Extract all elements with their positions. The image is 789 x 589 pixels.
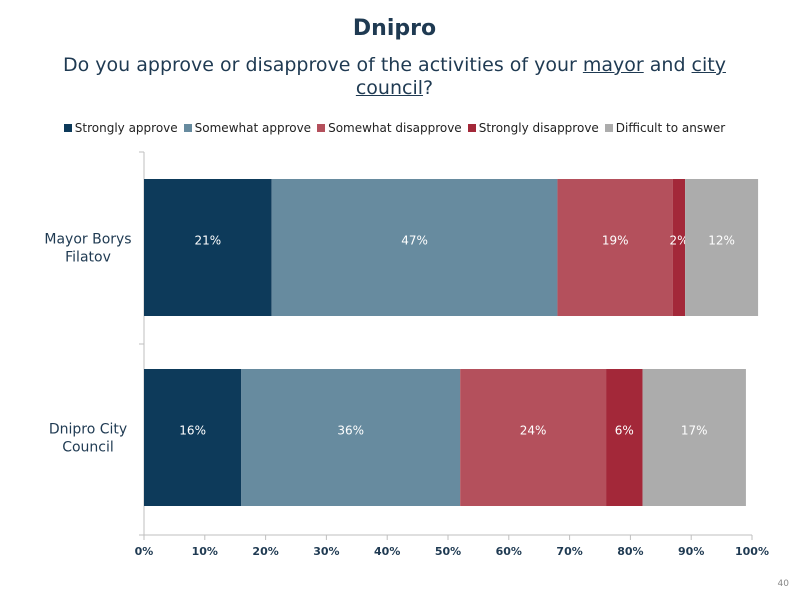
bar-somewhat-disapprove-2 xyxy=(460,369,607,506)
bar-difficult-to-answer-2 xyxy=(642,369,746,506)
chart-subtitle: Do you approve or disapprove of the acti… xyxy=(30,54,759,100)
x-tick-label: 60% xyxy=(496,545,522,558)
bar-strongly-disapprove-1 xyxy=(672,179,686,316)
legend-swatch xyxy=(63,124,72,132)
legend-label: Somewhat disapprove xyxy=(328,121,462,135)
legend-swatch xyxy=(317,124,326,132)
data-label: 6% xyxy=(615,424,634,438)
legend-swatch xyxy=(183,124,192,132)
legend-swatch xyxy=(467,124,476,132)
x-tick-label: 70% xyxy=(556,545,582,558)
data-label: 2% xyxy=(670,234,689,248)
chart-title: Dnipro xyxy=(352,16,437,41)
data-label: 19% xyxy=(602,234,629,248)
data-label: 21% xyxy=(195,234,222,248)
legend-item-somewhat-approve: Somewhat approve xyxy=(183,121,312,135)
x-tick-label: 100% xyxy=(735,545,769,558)
bar-strongly-disapprove-2 xyxy=(606,369,643,506)
data-label: 36% xyxy=(337,424,364,438)
data-label: 17% xyxy=(681,424,708,438)
bar-strongly-approve-2 xyxy=(144,369,242,506)
page-number: 40 xyxy=(777,579,789,589)
x-tick-label: 20% xyxy=(252,545,278,558)
legend-swatch xyxy=(604,124,613,132)
subtitle-council: council xyxy=(355,77,424,99)
subtitle-text-4: ? xyxy=(423,77,434,99)
data-label: 12% xyxy=(708,234,735,248)
legend-label: Strongly approve xyxy=(74,121,178,135)
bar-strongly-approve-1 xyxy=(144,179,272,316)
bar-somewhat-approve-1 xyxy=(271,179,558,316)
data-label: 47% xyxy=(401,234,428,248)
bar-difficult-to-answer-1 xyxy=(685,179,759,316)
x-tick-label: 80% xyxy=(617,545,643,558)
subtitle-mayor: mayor xyxy=(582,54,644,76)
x-tick-label: 10% xyxy=(192,545,218,558)
subtitle-text-2: and xyxy=(643,54,692,76)
x-tick-label: 40% xyxy=(374,545,400,558)
x-tick-label: 90% xyxy=(678,545,704,558)
x-tick-label: 30% xyxy=(313,545,339,558)
legend-item-strongly-approve: Strongly approve xyxy=(63,121,178,135)
legend-label: Somewhat approve xyxy=(194,121,312,135)
legend-item-somewhat-disapprove: Somewhat disapprove xyxy=(317,121,462,135)
chart-legend: Strongly approve Somewhat approve Somewhat… xyxy=(0,121,789,135)
legend-item-difficult-to-answer: Difficult to answer xyxy=(604,121,726,135)
data-label: 16% xyxy=(179,424,206,438)
legend-item-strongly-disapprove: Strongly disapprove xyxy=(467,121,599,135)
legend-label: Strongly disapprove xyxy=(478,121,599,135)
bar-somewhat-disapprove-1 xyxy=(557,179,673,316)
data-label: 24% xyxy=(520,424,547,438)
legend-label: Difficult to answer xyxy=(615,121,726,135)
x-tick-label: 0% xyxy=(135,545,154,558)
x-tick-label: 50% xyxy=(435,545,461,558)
subtitle-city: city xyxy=(691,54,726,76)
bar-somewhat-approve-2 xyxy=(241,369,461,506)
category-label: Mayor Borys Filatov xyxy=(44,232,131,266)
category-label: Dnipro City Council xyxy=(49,422,127,456)
subtitle-text-1: Do you approve or disapprove of the acti… xyxy=(63,54,583,76)
